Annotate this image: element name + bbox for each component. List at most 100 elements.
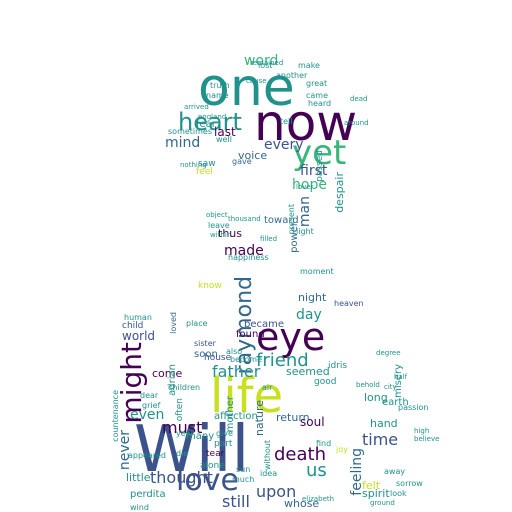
word-feel: feel — [196, 167, 213, 177]
word-world: world — [122, 329, 156, 343]
word-friend: friend — [256, 350, 309, 371]
word-find: find — [316, 439, 332, 448]
word-felt: felt — [362, 479, 381, 492]
word-wind: wind — [130, 503, 149, 512]
word-filled: filled — [260, 235, 278, 243]
word-alone: alone — [200, 461, 225, 471]
word-became: became — [244, 319, 285, 330]
word-heart: heart — [178, 108, 242, 136]
word-day: day — [296, 307, 322, 323]
word-first: first — [300, 163, 328, 179]
word-light: light — [296, 227, 314, 236]
word-nothing: nothing — [180, 161, 207, 169]
word-thousand: thousand — [228, 215, 261, 223]
word-grief: grief — [142, 401, 161, 410]
word-sister: sister — [194, 339, 216, 348]
word-one: one — [198, 58, 295, 118]
word-will: Will — [134, 413, 250, 487]
word-air: air — [262, 383, 273, 392]
word-half: half — [394, 373, 408, 381]
word-another: another — [276, 71, 308, 80]
word-life: life — [210, 368, 284, 424]
word-despair: despair — [333, 172, 346, 213]
word-affection: affection — [214, 411, 258, 422]
word-leave: leave — [208, 221, 230, 230]
word-truth: truth — [210, 81, 230, 90]
word-well: well — [216, 135, 232, 144]
word-part: part — [214, 439, 233, 449]
word-every: every — [264, 137, 304, 153]
word-great: great — [306, 79, 328, 88]
word-without: without — [263, 440, 272, 471]
word-us: us — [306, 460, 327, 481]
word-hope: hope — [292, 177, 327, 193]
word-mind: mind — [165, 135, 201, 151]
word-happiness: happiness — [228, 253, 269, 262]
word-lost: lost — [258, 61, 273, 70]
word-countenance: countenance — [111, 390, 120, 442]
word-cause: cause — [246, 77, 267, 85]
word-still: still — [222, 492, 250, 511]
word-joy: joy — [336, 445, 348, 454]
word-made: made — [224, 243, 264, 259]
word-tear: tear — [206, 449, 225, 459]
word-soul: soul — [300, 415, 325, 429]
word-look: look — [390, 489, 407, 498]
word-behold: behold — [356, 381, 380, 389]
word-found: found — [236, 329, 265, 340]
word-human: human — [124, 313, 152, 322]
word-time: time — [362, 430, 399, 449]
word-dear: dear — [140, 391, 159, 400]
word-present: present — [287, 204, 296, 235]
word-appeared: appeared — [128, 451, 166, 460]
word-year: year — [176, 429, 194, 438]
word-ground: ground — [370, 499, 395, 507]
word-children: children — [168, 383, 201, 392]
word-soon: soon — [194, 349, 218, 360]
word-fear: fear — [196, 119, 216, 130]
word-house: house — [204, 353, 232, 363]
word-return: return — [276, 411, 310, 424]
word-tell: tell — [280, 117, 293, 126]
word-sorrow: sorrow — [396, 479, 423, 488]
word-love-small: loved — [169, 312, 178, 334]
word-believe: believe — [414, 435, 440, 443]
word-hand: hand — [370, 417, 398, 430]
word-even: even — [130, 407, 165, 423]
word-father: father — [212, 362, 261, 381]
word-often: often — [175, 398, 185, 422]
word-heard: heard — [308, 99, 332, 108]
word-death: death — [274, 444, 326, 465]
word-night: night — [298, 291, 327, 304]
word-word: word — [244, 53, 279, 69]
word-towards: toward — [264, 215, 299, 226]
word-gave: gave — [232, 157, 252, 166]
word-thought: thought — [150, 468, 213, 487]
word-long: long — [364, 391, 388, 404]
word-passed: passed — [315, 150, 325, 182]
word-little: little — [126, 471, 151, 484]
word-remained: remained — [250, 59, 284, 67]
word-love2: lover — [296, 183, 314, 191]
word-away: away — [384, 467, 406, 476]
word-mother: mother — [225, 396, 236, 433]
word-become: become — [230, 355, 263, 364]
word-also: also — [226, 347, 243, 356]
word-child: child — [122, 321, 144, 331]
word-within: within — [210, 231, 232, 239]
word-idris: idris — [328, 361, 348, 371]
word-good: good — [314, 377, 337, 387]
word-man: man — [297, 196, 313, 228]
word-high: high — [414, 427, 430, 435]
word-name: name — [206, 91, 229, 100]
word-arrived: arrived — [184, 103, 209, 111]
word-earth: earth — [382, 397, 409, 408]
word-give: give — [216, 429, 233, 438]
word-last: last — [214, 125, 236, 139]
word-moment: moment — [300, 267, 334, 276]
word-upon: upon — [256, 482, 297, 501]
word-saw: saw — [198, 159, 216, 169]
word-know: know — [198, 281, 222, 291]
word-around: around — [344, 119, 369, 127]
